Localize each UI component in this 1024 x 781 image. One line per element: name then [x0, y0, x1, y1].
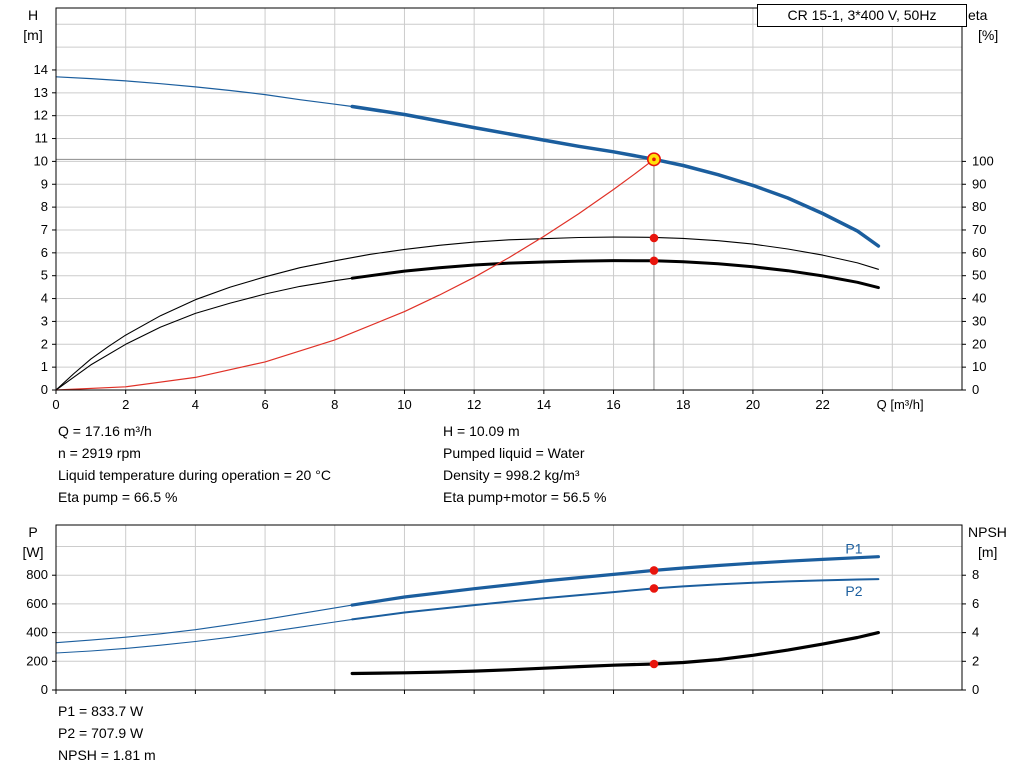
- svg-text:600: 600: [26, 596, 48, 611]
- power-npsh-info: P1 = 833.7 W P2 = 707.9 W NPSH = 1.81 m: [58, 700, 156, 766]
- svg-text:2: 2: [122, 397, 129, 412]
- eta-pump-motor-extension: [55, 277, 353, 391]
- svg-text:22: 22: [815, 397, 829, 412]
- qh-eta-chart: 0 2 4 6 8 10 12 14 16 18 20 22 Q [m³/h]0123456789101…: [23, 7, 998, 412]
- eta-pump-motor-value: Eta pump+motor = 56.5 %: [443, 489, 607, 505]
- svg-text:10: 10: [397, 397, 411, 412]
- svg-text:100: 100: [972, 153, 994, 168]
- p1-extension: [55, 604, 353, 644]
- p2-extension: [55, 618, 353, 654]
- head-value: H = 10.09 m: [443, 423, 520, 439]
- svg-text:eta: eta: [968, 7, 988, 23]
- power-npsh-chart-frame: [55, 524, 963, 691]
- svg-text:4: 4: [192, 397, 199, 412]
- svg-text:0: 0: [52, 397, 59, 412]
- speed-value: n = 2919 rpm: [58, 445, 141, 461]
- svg-text:30: 30: [972, 313, 986, 328]
- svg-text:6: 6: [261, 397, 268, 412]
- svg-text:[%]: [%]: [978, 27, 998, 43]
- operating-point-center: [652, 157, 656, 162]
- svg-text:20: 20: [972, 336, 986, 351]
- duty-point-dot: [649, 256, 659, 266]
- svg-text:P: P: [28, 524, 37, 540]
- svg-text:[m]: [m]: [23, 27, 42, 43]
- svg-text:0: 0: [41, 682, 48, 697]
- pumped-liquid-value: Pumped liquid = Water: [443, 445, 585, 461]
- p1-curve: [350, 555, 881, 607]
- duty-info-left: Q = 17.16 m³/h n = 2919 rpm Liquid tempe…: [58, 420, 331, 508]
- duty-point-dot: [649, 584, 659, 593]
- svg-text:90: 90: [972, 176, 986, 191]
- npsh-curve: [350, 630, 881, 676]
- svg-text:6: 6: [41, 245, 48, 260]
- eta-pump-value: Eta pump = 66.5 %: [58, 489, 178, 505]
- svg-text:11: 11: [35, 131, 49, 146]
- eta-pump-curve: [55, 236, 879, 391]
- svg-text:14: 14: [34, 62, 48, 77]
- svg-text:3: 3: [41, 313, 48, 328]
- svg-text:4: 4: [972, 625, 979, 640]
- pump-title-box: CR 15-1, 3*400 V, 50Hz: [757, 4, 967, 27]
- svg-text:6: 6: [972, 596, 979, 611]
- svg-text:5: 5: [41, 268, 48, 283]
- svg-text:4: 4: [41, 291, 48, 306]
- svg-text:2: 2: [972, 653, 979, 668]
- duty-info-right: H = 10.09 m Pumped liquid = Water Densit…: [443, 420, 606, 508]
- svg-text:H: H: [28, 7, 38, 23]
- svg-text:9: 9: [41, 176, 48, 191]
- svg-text:50: 50: [972, 268, 986, 283]
- system-curve: [55, 158, 655, 391]
- svg-text:[m]: [m]: [978, 544, 997, 560]
- density-value: Density = 998.2 kg/m³: [443, 467, 580, 483]
- svg-text:20: 20: [746, 397, 760, 412]
- svg-text:0: 0: [972, 682, 979, 697]
- svg-text:40: 40: [972, 291, 986, 306]
- npsh-value: NPSH = 1.81 m: [58, 747, 156, 763]
- svg-text:NPSH: NPSH: [968, 524, 1007, 540]
- curve-label-p2: P2: [845, 583, 862, 599]
- p1-value: P1 = 833.7 W: [58, 703, 144, 719]
- curve-label-p1: P1: [845, 541, 862, 557]
- svg-text:10: 10: [972, 359, 986, 374]
- qh-eta-chart-frame: [55, 7, 963, 391]
- svg-text:[W]: [W]: [23, 544, 44, 560]
- svg-text:Q [m³/h]: Q [m³/h]: [877, 397, 924, 412]
- head-curve: [350, 104, 881, 248]
- svg-text:70: 70: [972, 222, 986, 237]
- p2-value: P2 = 707.9 W: [58, 725, 144, 741]
- p2-curve: [351, 578, 880, 621]
- duty-point-dot: [649, 659, 659, 669]
- svg-text:10: 10: [34, 153, 48, 168]
- svg-text:80: 80: [972, 199, 986, 214]
- svg-text:1: 1: [41, 359, 48, 374]
- svg-text:2: 2: [41, 336, 48, 351]
- duty-point-dot: [649, 233, 659, 243]
- svg-text:0: 0: [972, 382, 979, 397]
- svg-text:18: 18: [676, 397, 690, 412]
- svg-text:13: 13: [34, 85, 48, 100]
- duty-point-dot: [649, 566, 659, 575]
- svg-text:16: 16: [606, 397, 620, 412]
- svg-text:8: 8: [972, 567, 979, 582]
- eta-pump-motor-curve: [350, 259, 880, 290]
- svg-text:7: 7: [41, 222, 48, 237]
- svg-text:800: 800: [26, 567, 48, 582]
- svg-text:400: 400: [26, 625, 48, 640]
- svg-text:8: 8: [41, 199, 48, 214]
- svg-text:12: 12: [467, 397, 481, 412]
- svg-text:0: 0: [41, 382, 48, 397]
- head-curve-extension: [55, 76, 353, 108]
- svg-text:14: 14: [537, 397, 551, 412]
- svg-text:12: 12: [34, 108, 48, 123]
- liquid-temperature-value: Liquid temperature during operation = 20…: [58, 467, 331, 483]
- svg-text:200: 200: [26, 653, 48, 668]
- flow-value: Q = 17.16 m³/h: [58, 423, 152, 439]
- svg-text:8: 8: [331, 397, 338, 412]
- power-npsh-chart: 0 200 400 600 800 P [W] 0 2 4 6 8 NPSH [m] P1 P2: [23, 524, 1007, 697]
- svg-text:60: 60: [972, 245, 986, 260]
